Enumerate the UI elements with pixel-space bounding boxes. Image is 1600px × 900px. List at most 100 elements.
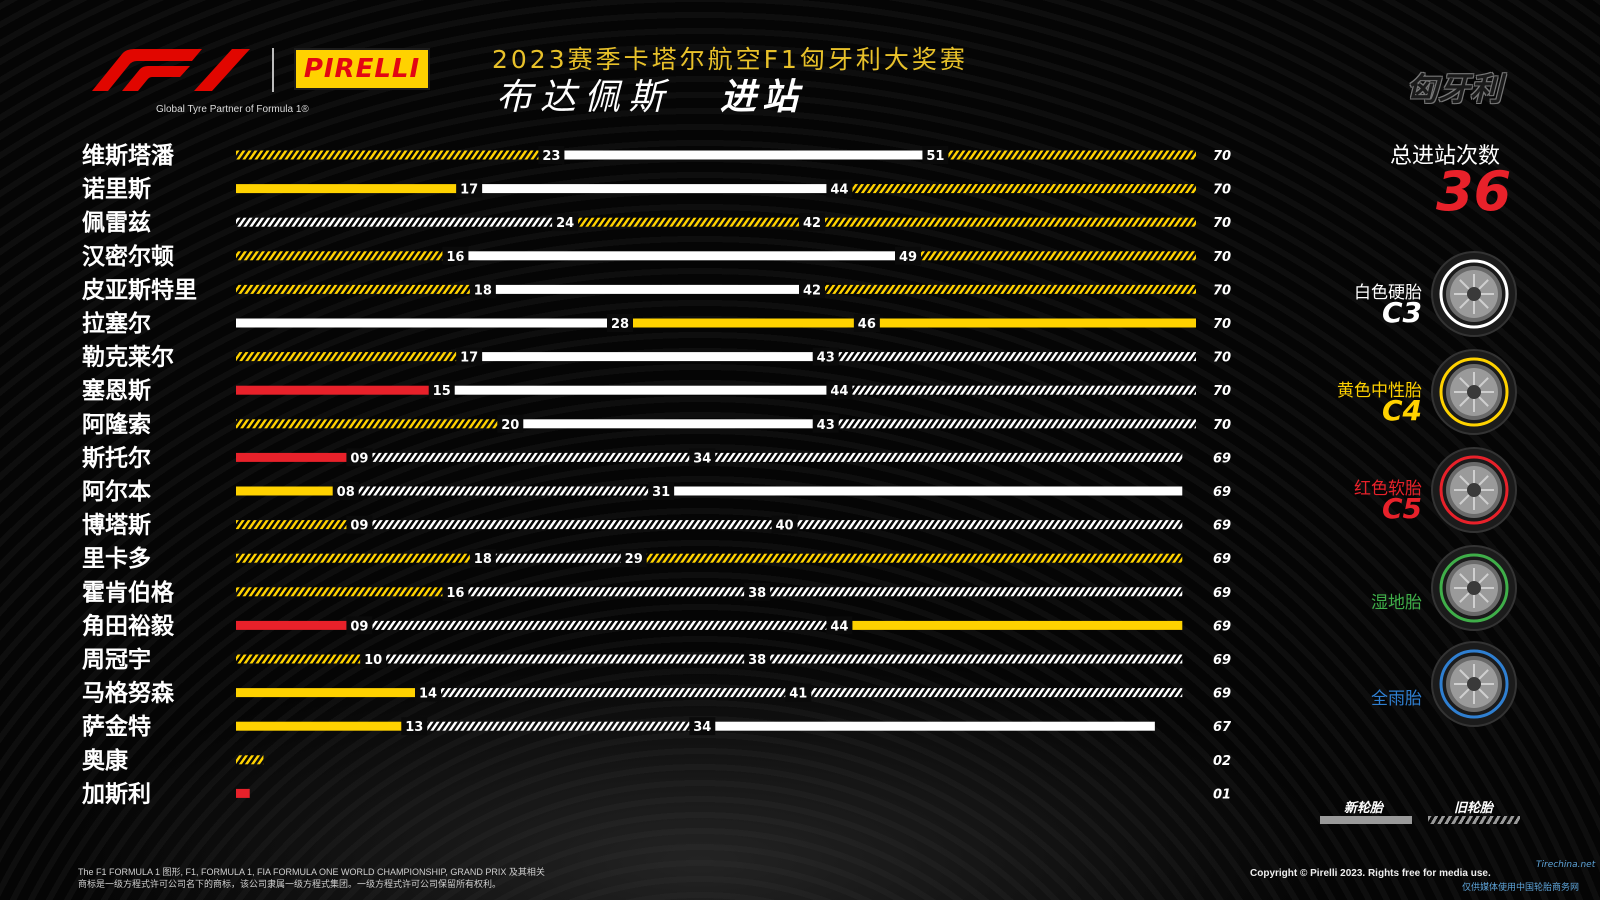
pit-lap-label: 42: [803, 283, 821, 298]
driver-row: 拉塞尔 28 46 70: [82, 310, 1231, 337]
medium-tyre-icon: [1431, 349, 1517, 435]
laps-completed: 69: [1213, 687, 1231, 702]
laps-completed: 70: [1213, 183, 1231, 198]
stint-bar: [798, 688, 1183, 698]
pit-lap-label-bg: [853, 314, 880, 332]
tyre-compound-code: C4: [1381, 394, 1422, 427]
driver-name: 博塔斯: [82, 512, 151, 539]
copyright: Copyright © Pirelli 2023. Rights free fo…: [1250, 868, 1491, 879]
stint-bar: [482, 284, 812, 294]
driver-name: 斯托尔: [82, 444, 151, 471]
pit-lap-label-bg: [812, 414, 839, 433]
pit-lap-label-bg: [799, 213, 825, 232]
stint-bar: [236, 587, 456, 597]
country-badge: 匈牙利: [1406, 70, 1503, 108]
pit-lap-label: 17: [460, 351, 478, 366]
driver-name: 周冠宇: [82, 647, 151, 673]
pit-lap-label: 42: [803, 216, 821, 231]
laps-completed: 69: [1213, 653, 1231, 668]
laps-completed: 01: [1213, 787, 1231, 802]
pit-lap-label: 29: [625, 552, 643, 567]
laps-completed: 70: [1213, 250, 1231, 265]
pirelli-logo: PIRELLI: [294, 48, 430, 90]
stint-bar: [702, 721, 1155, 731]
pit-lap-label-bg: [771, 515, 798, 534]
used-tyre-key-swatch: [1428, 816, 1520, 824]
driver-name: 奥康: [82, 747, 129, 774]
stint-bar: [455, 587, 758, 597]
driver-row: 勒克莱尔 17 43 70: [82, 344, 1231, 371]
pit-lap-label-bg: [689, 448, 716, 467]
stint-bar: [236, 755, 264, 765]
pit-lap-label-bg: [799, 280, 825, 299]
stint-bar: [469, 184, 840, 194]
stint-bar: [414, 721, 703, 731]
driver-row: 阿尔本 08 31 69: [82, 478, 1231, 505]
pit-lap-label-bg: [895, 246, 921, 265]
pit-lap-label: 34: [693, 720, 711, 735]
pit-lap-label-bg: [401, 717, 428, 736]
pit-lap-label: 46: [858, 317, 876, 332]
stint-bar: [839, 184, 1196, 194]
stint-bar: [441, 385, 840, 395]
stint-bar: [236, 520, 360, 530]
stint-bar: [482, 553, 634, 563]
stint-bar: [236, 788, 250, 798]
pit-lap-label: 43: [817, 351, 835, 366]
pit-lap-label-bg: [346, 515, 373, 534]
driver-row: 斯托尔 09 34 69: [82, 444, 1231, 471]
driver-row: 皮亚斯特里 18 42 70: [82, 276, 1231, 303]
total-stops-value: 36: [1436, 160, 1512, 223]
driver-name: 阿尔本: [82, 478, 151, 505]
laps-completed: 02: [1213, 754, 1231, 769]
hard-tyre-icon: [1431, 251, 1517, 337]
tyre-compound-code: C3: [1381, 296, 1422, 329]
pit-lap-label: 44: [830, 183, 848, 198]
driver-row: 佩雷兹 24 42 70: [82, 209, 1231, 236]
f1-logo: [92, 49, 250, 91]
stint-bar: [236, 352, 470, 362]
pit-lap-label: 08: [337, 485, 355, 500]
pit-lap-label: 28: [611, 317, 629, 332]
stint-bar: [359, 620, 840, 630]
laps-completed: 69: [1213, 619, 1231, 634]
laps-completed: 69: [1213, 451, 1231, 466]
tagline: Global Tyre Partner of Formula 1®: [156, 104, 309, 115]
stint-bar: [359, 520, 785, 530]
driver-row: 汉密尔顿 16 49 70: [82, 243, 1231, 270]
driver-name: 马格努森: [82, 680, 175, 707]
pit-lap-label-bg: [785, 683, 812, 702]
pit-lap-label: 17: [460, 183, 478, 198]
pit-lap-label: 51: [926, 149, 944, 164]
stint-bar: [236, 251, 456, 261]
driver-row: 阿隆索 20 43 70: [82, 412, 1231, 438]
laps-completed: 70: [1213, 149, 1231, 164]
stint-bar: [551, 150, 936, 160]
pit-lap-label-bg: [442, 246, 469, 265]
pit-lap-label: 40: [776, 519, 794, 534]
laps-completed: 70: [1213, 317, 1231, 332]
pit-lap-label-bg: [346, 616, 373, 635]
pit-lap-label-bg: [648, 482, 675, 500]
pit-lap-label-bg: [744, 582, 771, 601]
tyre-label: 红色软胎: [1354, 479, 1422, 499]
laps-completed: 69: [1213, 519, 1231, 534]
stint-bar: [620, 318, 867, 328]
stint-bar: [236, 419, 511, 429]
pit-lap-label-bg: [332, 482, 359, 500]
pit-lap-label-bg: [744, 650, 771, 668]
driver-row: 萨金特 13 34 67: [82, 713, 1232, 740]
laps-completed: 69: [1213, 586, 1231, 601]
stint-bar: [757, 654, 1183, 664]
stint-bar: [839, 385, 1196, 395]
stint-bar: [236, 452, 360, 462]
driver-row: 马格努森 14 41 69: [82, 680, 1231, 707]
laps-completed: 69: [1213, 485, 1231, 500]
pit-lap-label: 16: [446, 250, 464, 265]
pit-lap-label-bg: [607, 314, 633, 332]
driver-name: 加斯利: [81, 780, 151, 807]
driver-name: 里卡多: [82, 545, 151, 572]
pit-lap-label: 14: [419, 687, 437, 702]
driver-name: 拉塞尔: [82, 310, 151, 337]
